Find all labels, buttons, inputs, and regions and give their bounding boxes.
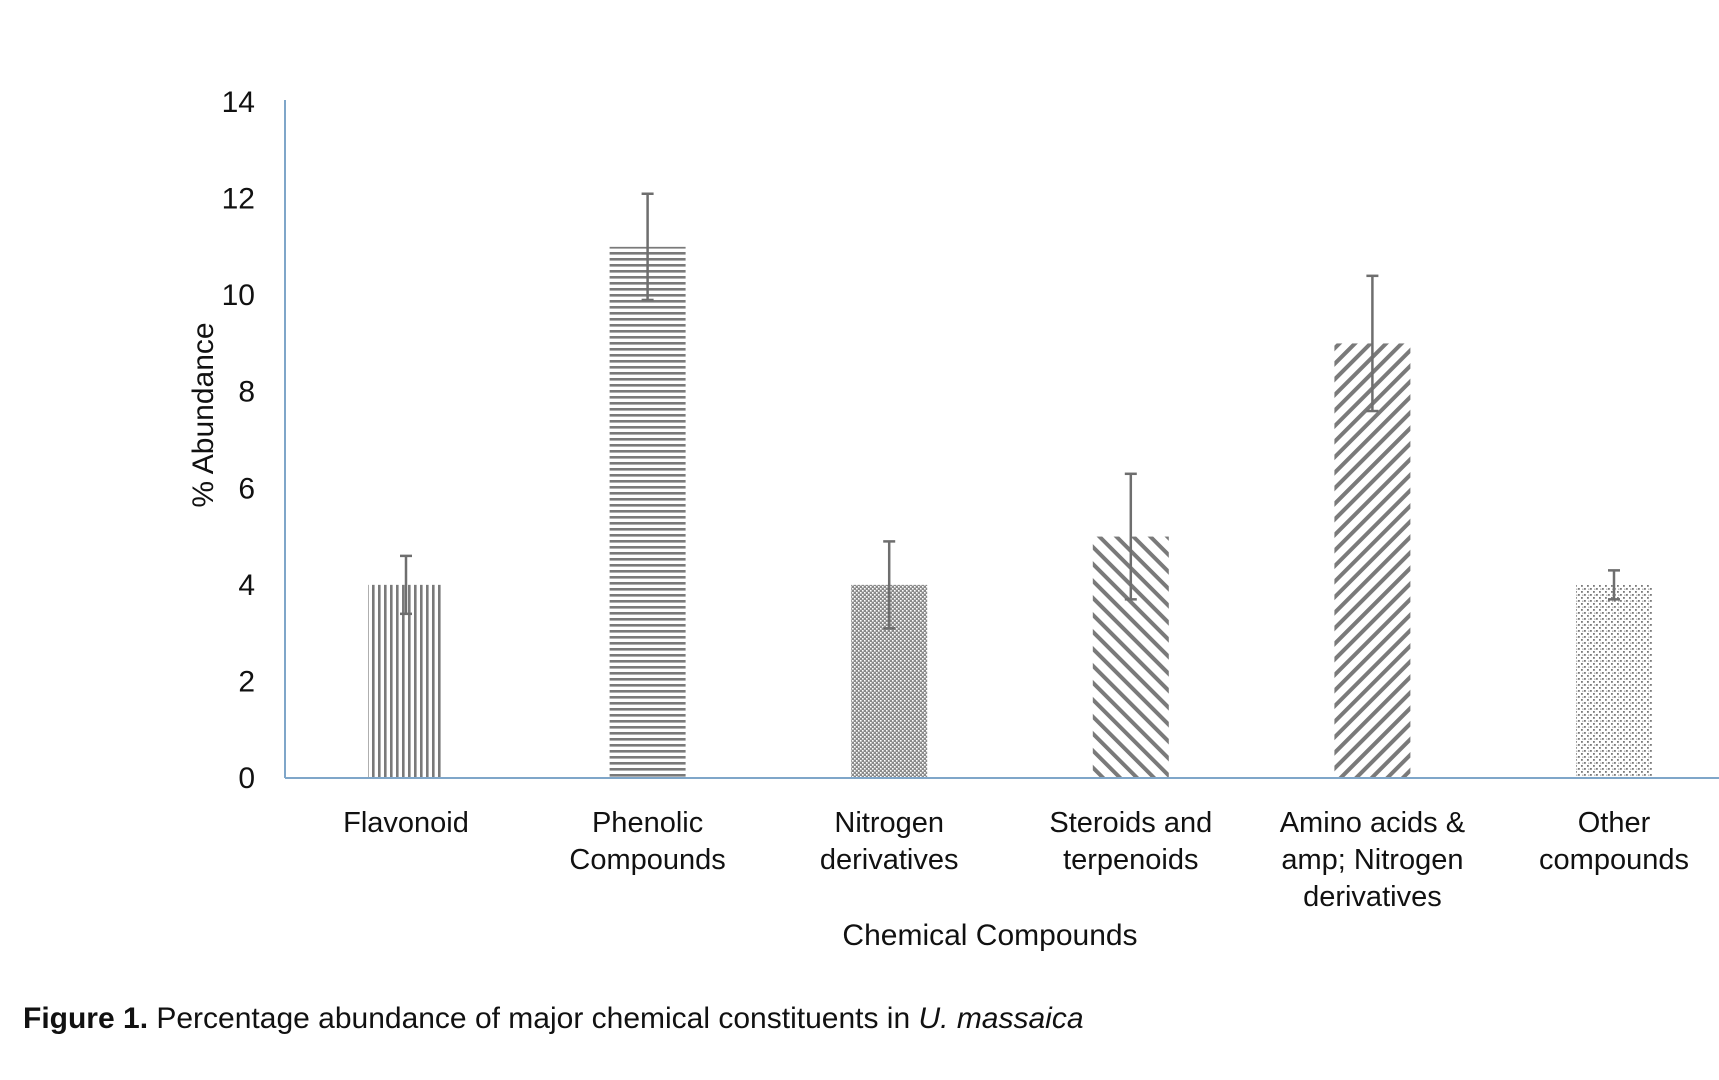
category-label: Amino acids & amp; Nitrogen derivatives — [1280, 807, 1465, 913]
y-tick-label: 2 — [238, 665, 255, 698]
category-label: Other compounds — [1539, 807, 1689, 876]
error-bar — [641, 192, 654, 302]
x-axis-title: Chemical Compounds — [842, 919, 1137, 952]
y-tick-label: 12 — [222, 183, 255, 216]
y-tick-label: 10 — [222, 279, 255, 312]
error-bar — [1608, 569, 1620, 601]
bar — [1334, 343, 1411, 778]
figure-caption: Figure 1. Percentage abundance of major … — [23, 1002, 1084, 1036]
caption-species: U. massaica — [918, 1002, 1084, 1035]
bar-chart: 0 2 4 6 8 10 12 14 Flavonoid Phenolic Compounds Ni… — [187, 86, 1719, 952]
y-tick-label: 4 — [238, 569, 255, 602]
y-tick-label: 0 — [238, 762, 255, 795]
category-label: Flavonoid — [343, 807, 469, 839]
error-bar — [883, 540, 896, 630]
y-tick-label: 14 — [222, 86, 255, 119]
bar — [609, 246, 686, 778]
y-tick-label: 8 — [238, 376, 255, 409]
category-label: Steroids and terpenoids — [1049, 807, 1212, 876]
y-tick-label: 6 — [238, 472, 255, 505]
category-label: Nitrogen derivatives — [820, 807, 959, 876]
error-bar — [1366, 274, 1379, 413]
y-axis-title: % Abundance — [187, 322, 220, 507]
caption-text: Percentage abundance of major chemical c… — [148, 1002, 919, 1035]
category-label: Phenolic Compounds — [569, 807, 725, 876]
error-bar — [1124, 472, 1137, 601]
bar — [1576, 584, 1652, 778]
caption-label: Figure 1. — [23, 1002, 149, 1035]
bar — [368, 584, 444, 778]
error-bar — [400, 554, 412, 616]
